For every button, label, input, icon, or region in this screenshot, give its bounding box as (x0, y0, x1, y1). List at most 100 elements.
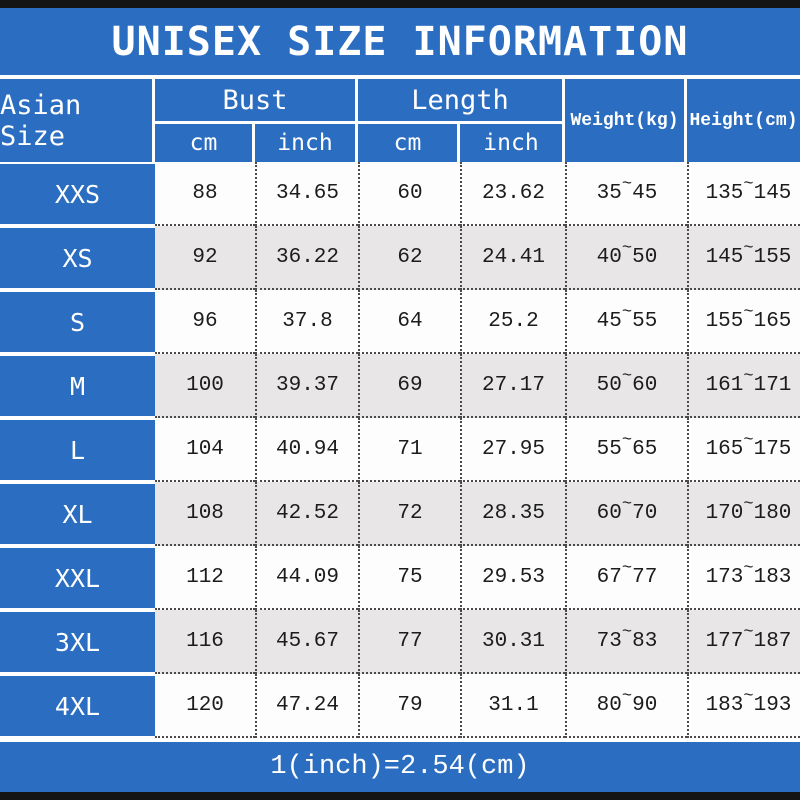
weight-high: 45 (632, 181, 658, 205)
length-cm-cell: 72 (358, 482, 460, 546)
tilde-glyph: ~ (621, 174, 633, 194)
size-cell: L (0, 418, 155, 482)
conversion-note: 1(inch)=2.54(cm) (270, 752, 530, 782)
height-high: 187 (753, 629, 792, 653)
length-inch-cell: 31.1 (460, 674, 565, 738)
weight-high: 90 (632, 693, 658, 717)
tilde-glyph: ~ (743, 494, 754, 514)
tilde-glyph: ~ (621, 622, 633, 642)
height-low: 161 (705, 373, 744, 397)
bust-inch-cell: 47.24 (255, 674, 358, 738)
bust-inch-cell: 44.09 (255, 546, 358, 610)
header-length-group: Length (358, 79, 565, 121)
length-inch-cell: 27.17 (460, 354, 565, 418)
height-high: 193 (753, 693, 792, 717)
size-cell: S (0, 290, 155, 354)
height-range-cell: 173 ~ 183 (687, 546, 800, 610)
weight-range-cell: 50 ~ 60 (565, 354, 687, 418)
height-range-cell: 183 ~ 193 (687, 674, 800, 738)
tilde-glyph: ~ (743, 430, 754, 450)
bust-inch-cell: 34.65 (255, 162, 358, 226)
length-inch-cell: 24.41 (460, 226, 565, 290)
header-length-inch: inch (460, 121, 565, 162)
bust-cm-cell: 104 (155, 418, 255, 482)
length-inch-cell: 28.35 (460, 482, 565, 546)
table-row: XL 108 42.52 72 28.35 60 ~ 70 170 ~ 180 (0, 482, 800, 546)
bust-inch-cell: 40.94 (255, 418, 358, 482)
weight-high: 55 (632, 309, 658, 333)
length-cm-cell: 77 (358, 610, 460, 674)
tilde-glyph: ~ (743, 302, 754, 322)
weight-high: 83 (632, 629, 658, 653)
height-range-cell: 155 ~ 165 (687, 290, 800, 354)
weight-range-cell: 60 ~ 70 (565, 482, 687, 546)
height-low: 135 (705, 181, 744, 205)
height-low: 177 (705, 629, 744, 653)
tilde-glyph: ~ (743, 622, 754, 642)
height-high: 180 (753, 501, 792, 525)
table-row: XXL 112 44.09 75 29.53 67 ~ 77 173 ~ 183 (0, 546, 800, 610)
length-inch-cell: 30.31 (460, 610, 565, 674)
table-body: XXS 88 34.65 60 23.62 35 ~ 45 135 ~ 145 … (0, 162, 800, 738)
weight-range-cell: 45 ~ 55 (565, 290, 687, 354)
height-high: 165 (753, 309, 792, 333)
weight-low: 40 (596, 245, 622, 269)
height-range-cell: 135 ~ 145 (687, 162, 800, 226)
height-high: 171 (753, 373, 792, 397)
bust-inch-cell: 42.52 (255, 482, 358, 546)
size-cell: XS (0, 226, 155, 290)
length-cm-cell: 71 (358, 418, 460, 482)
length-inch-cell: 27.95 (460, 418, 565, 482)
weight-low: 50 (596, 373, 622, 397)
height-range-cell: 165 ~ 175 (687, 418, 800, 482)
length-cm-cell: 62 (358, 226, 460, 290)
tilde-glyph: ~ (743, 238, 754, 258)
weight-range-cell: 55 ~ 65 (565, 418, 687, 482)
height-low: 183 (705, 693, 744, 717)
bust-cm-cell: 120 (155, 674, 255, 738)
bust-inch-cell: 37.8 (255, 290, 358, 354)
table-row: M 100 39.37 69 27.17 50 ~ 60 161 ~ 171 (0, 354, 800, 418)
weight-range-cell: 80 ~ 90 (565, 674, 687, 738)
bust-inch-cell: 39.37 (255, 354, 358, 418)
size-cell: 4XL (0, 674, 155, 738)
size-cell: XL (0, 482, 155, 546)
weight-high: 50 (632, 245, 658, 269)
page-title: UNISEX SIZE INFORMATION (111, 18, 689, 65)
footer-note-band: 1(inch)=2.54(cm) (0, 742, 800, 792)
height-low: 173 (705, 565, 744, 589)
size-cell: 3XL (0, 610, 155, 674)
length-cm-cell: 69 (358, 354, 460, 418)
length-inch-cell: 25.2 (460, 290, 565, 354)
height-high: 145 (753, 181, 792, 205)
size-cell: XXL (0, 546, 155, 610)
weight-low: 45 (596, 309, 622, 333)
header-weight: Weight(kg) (565, 79, 687, 162)
bust-cm-cell: 116 (155, 610, 255, 674)
weight-low: 67 (596, 565, 622, 589)
table-row: 4XL 120 47.24 79 31.1 80 ~ 90 183 ~ 193 (0, 674, 800, 738)
weight-range-cell: 40 ~ 50 (565, 226, 687, 290)
weight-high: 77 (632, 565, 658, 589)
length-cm-cell: 60 (358, 162, 460, 226)
weight-low: 73 (596, 629, 622, 653)
weight-low: 80 (596, 693, 622, 717)
height-low: 145 (705, 245, 744, 269)
weight-range-cell: 35 ~ 45 (565, 162, 687, 226)
tilde-glyph: ~ (621, 558, 633, 578)
height-range-cell: 145 ~ 155 (687, 226, 800, 290)
tilde-glyph: ~ (621, 302, 633, 322)
weight-low: 35 (596, 181, 622, 205)
table-header: Asian Size Bust Length Weight(kg) Height… (0, 79, 800, 162)
weight-low: 55 (596, 437, 622, 461)
bust-inch-cell: 36.22 (255, 226, 358, 290)
weight-high: 60 (632, 373, 658, 397)
height-high: 175 (753, 437, 792, 461)
title-band: UNISEX SIZE INFORMATION (0, 8, 800, 75)
height-high: 155 (753, 245, 792, 269)
weight-high: 70 (632, 501, 658, 525)
tilde-glyph: ~ (743, 366, 754, 386)
header-asian-size: Asian Size (0, 79, 155, 162)
length-cm-cell: 79 (358, 674, 460, 738)
